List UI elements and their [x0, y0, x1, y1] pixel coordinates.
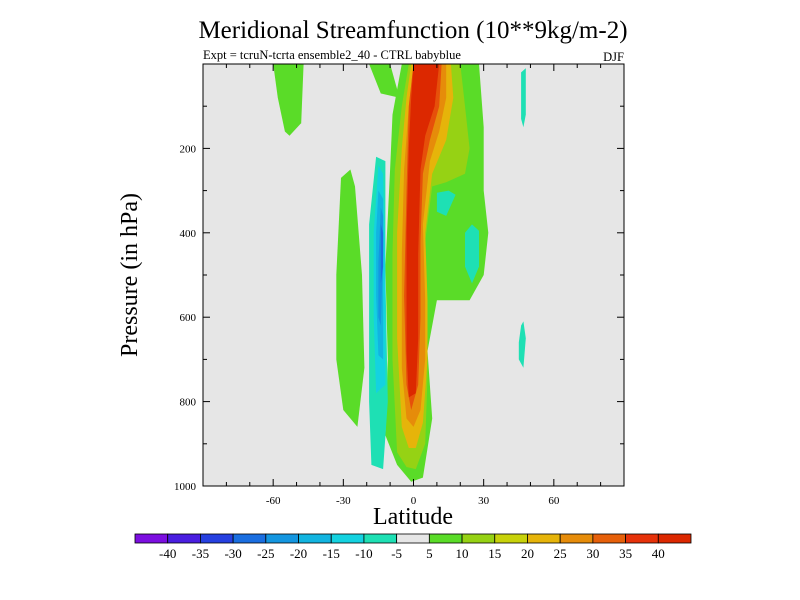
- colorbar-label: 35: [619, 546, 632, 561]
- colorbar-box: [559, 533, 594, 544]
- colorbar-label: 10: [456, 546, 469, 561]
- colorbar-label: -10: [355, 546, 372, 561]
- colorbar-label: 5: [426, 546, 433, 561]
- colorbar-label: -30: [224, 546, 241, 561]
- colorbar-box: [232, 533, 267, 544]
- y-axis-label: Pressure (in hPa): [117, 193, 143, 357]
- x-tick-label: 60: [548, 495, 560, 507]
- y-tick-label: 800: [180, 397, 197, 409]
- axes: -60 -30 0 30 60 200 400 600 800 1000: [174, 63, 625, 507]
- colorbar-box: [428, 533, 463, 544]
- colorbar-box: [625, 533, 659, 544]
- colorbar-box: [396, 533, 430, 544]
- contour-negative-region-14: [521, 68, 526, 128]
- y-tick-label: 600: [180, 312, 197, 324]
- colorbar-box: [298, 533, 332, 544]
- colorbar-label: 20: [521, 546, 534, 561]
- colorbar-label: 30: [586, 546, 599, 561]
- colorbar-label: -5: [391, 546, 402, 561]
- colorbar-box: [167, 533, 201, 544]
- colorbar-box: [592, 533, 626, 544]
- colorbar-box: [330, 533, 365, 544]
- colorbar-label: -25: [257, 546, 274, 561]
- colorbar-box: [363, 533, 398, 544]
- chart-subtitle: Expt = tcruN-tcrta ensemble2_40 - CTRL b…: [203, 48, 461, 62]
- plot-area: [203, 64, 624, 486]
- colorbar-box: [265, 533, 299, 544]
- y-tick-label: 200: [180, 143, 197, 155]
- contour-negative-region-17: [518, 321, 526, 368]
- x-tick-label: -60: [266, 495, 281, 507]
- colorbar-box: [200, 533, 234, 544]
- colorbar-label: -35: [192, 546, 209, 561]
- colorbar: -40 -35 -30 -25 -20 -15 -10 -5 5 10 15 20 25 30 35 40: [134, 533, 692, 561]
- chart-title: Meridional Streamfunction (10**9kg/m-2): [198, 17, 627, 44]
- contour-positive-region-8: [406, 64, 440, 398]
- colorbar-label: -40: [159, 546, 176, 561]
- colorbar-label: 40: [652, 546, 665, 561]
- contour-negative-region-13: [380, 224, 384, 284]
- colorbar-label: 15: [488, 546, 501, 561]
- y-tick-label: 1000: [174, 481, 197, 493]
- x-tick-label: 30: [478, 495, 490, 507]
- colorbar-label: 25: [554, 546, 567, 561]
- colorbar-label: -15: [323, 546, 340, 561]
- colorbar-box: [134, 533, 169, 544]
- contour-negative-region-15: [436, 190, 456, 216]
- colorbar-box: [657, 533, 692, 544]
- season-label: DJF: [603, 50, 624, 64]
- x-axis-label: Latitude: [373, 504, 453, 530]
- colorbar-box: [527, 533, 561, 544]
- colorbar-label: -20: [290, 546, 307, 561]
- contour-negative-region-16: [465, 224, 479, 284]
- contour-positive-region-0: [273, 64, 304, 136]
- contour-positive-region-2: [336, 169, 365, 427]
- x-tick-label: 0: [411, 495, 417, 507]
- y-tick-label: 400: [180, 228, 197, 240]
- colorbar-box: [461, 533, 496, 544]
- contour-positive-region-1: [369, 64, 400, 98]
- x-tick-label: -30: [336, 495, 351, 507]
- colorbar-box: [494, 533, 528, 544]
